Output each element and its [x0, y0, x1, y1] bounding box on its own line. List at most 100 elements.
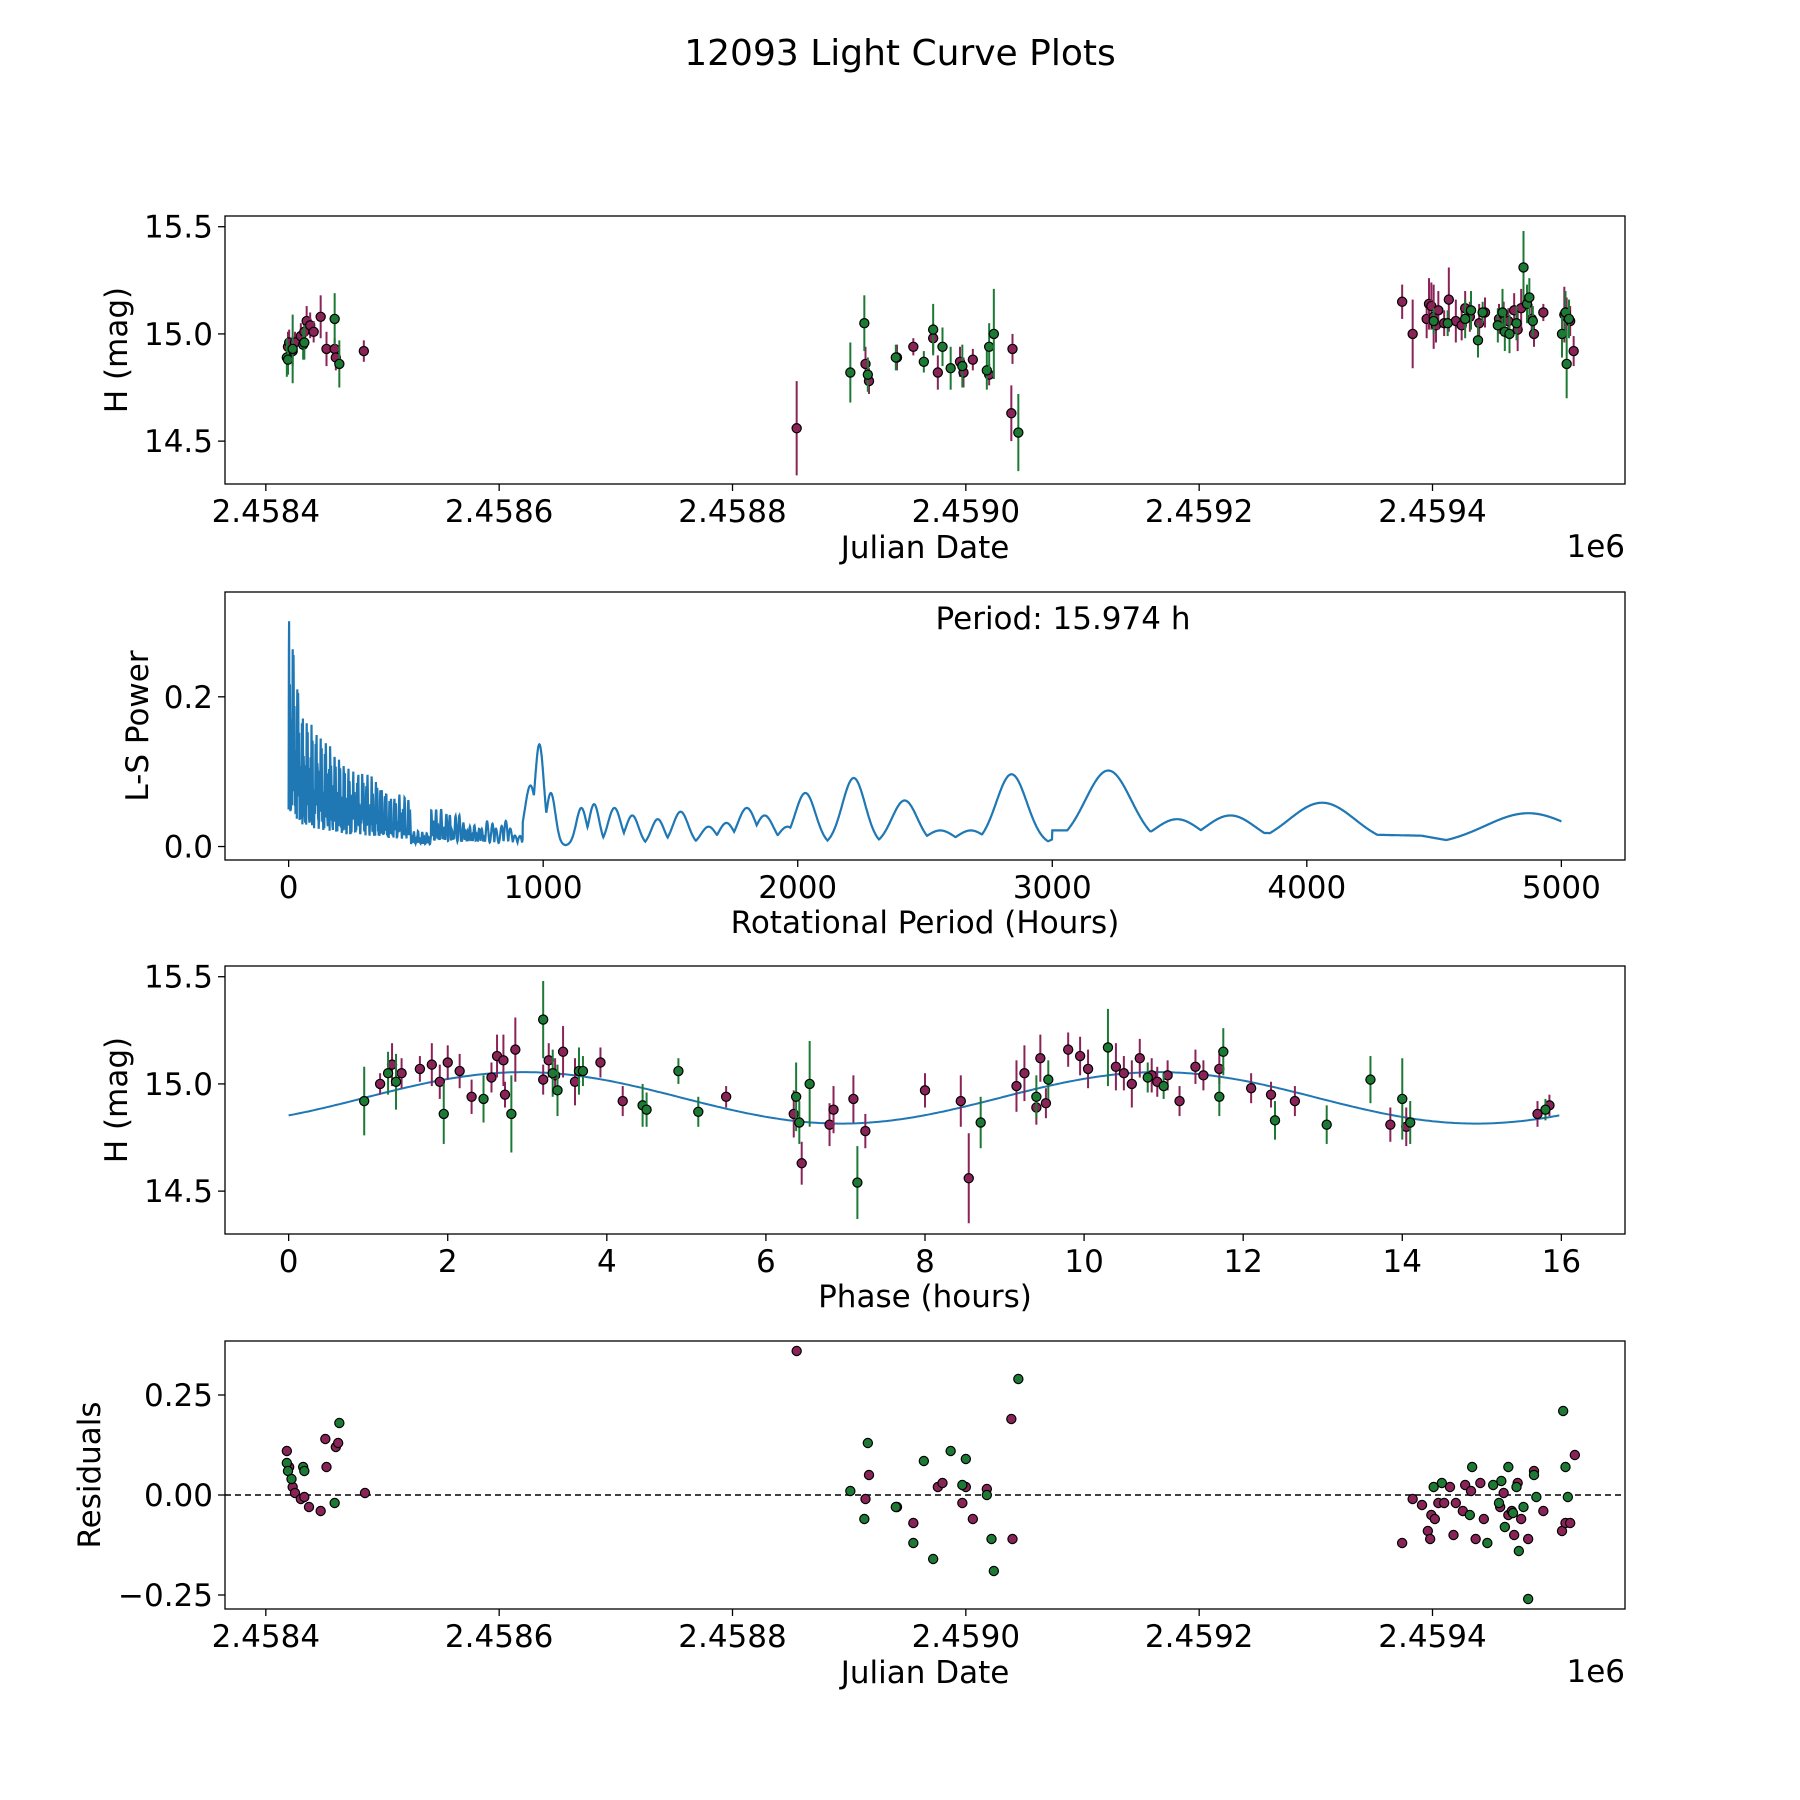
phase-point — [454, 1065, 465, 1077]
light-curve-point — [1528, 328, 1540, 340]
phase-point — [1118, 1067, 1130, 1079]
phase-point — [1062, 1044, 1074, 1055]
light-curve-point — [1428, 315, 1439, 327]
residuals-point — [359, 1487, 371, 1499]
phase-point — [426, 1059, 438, 1070]
phase-point — [1142, 1072, 1153, 1083]
residuals-point — [299, 1465, 310, 1477]
residuals-point — [1522, 1593, 1534, 1605]
light-curve-point — [890, 352, 902, 363]
residuals-xlabel: Julian Date — [839, 1655, 1010, 1691]
light-curve-axes-frame — [224, 215, 1626, 485]
periodogram-marks — [287, 621, 1562, 848]
residuals-point — [321, 1461, 332, 1473]
residuals-xtick-label: 2.4586 — [445, 1619, 553, 1655]
phase-point — [955, 1095, 966, 1107]
periodogram-line — [287, 621, 1562, 848]
phase-point — [442, 1057, 453, 1068]
phase-xtick-label: 10 — [1064, 1244, 1103, 1280]
phase-point — [852, 1177, 863, 1188]
residuals-point — [1528, 1469, 1540, 1481]
residuals-point — [1518, 1501, 1529, 1513]
residuals-point — [1560, 1461, 1571, 1473]
phase-point — [1074, 1050, 1086, 1062]
residuals-marks — [225, 1345, 1625, 1605]
light-curve-xlabel: Julian Date — [839, 530, 1010, 566]
residuals-point — [1569, 1449, 1581, 1461]
residuals-point — [1470, 1533, 1481, 1545]
periodogram-xtick-label: 4000 — [1267, 870, 1346, 906]
residuals-point — [334, 1417, 345, 1429]
phase-xlabel: Phase (hours) — [818, 1279, 1032, 1315]
residuals-xticks: 2.4584 2.4586 2.4588 2.4590 2.4592 2.4594 — [212, 1609, 1487, 1655]
phase-point — [848, 1093, 859, 1105]
light-curve-point — [1568, 345, 1579, 357]
light-curve-xtick-label: 2.4592 — [1145, 494, 1253, 530]
phase-point — [1540, 1104, 1551, 1115]
phase-point — [1385, 1119, 1396, 1130]
residuals-point — [927, 1553, 939, 1565]
residuals-point — [1007, 1533, 1018, 1545]
light-curve-point — [945, 363, 956, 374]
phase-point — [919, 1085, 931, 1096]
phase-point — [374, 1078, 386, 1090]
light-curve-point — [862, 369, 874, 380]
phase-point — [1102, 1042, 1114, 1053]
phase-point — [1011, 1080, 1022, 1092]
residuals-point — [332, 1437, 344, 1449]
residuals-point — [1013, 1373, 1024, 1385]
residuals-point — [1416, 1499, 1428, 1511]
light-curve-ytick-label: 14.5 — [144, 424, 213, 460]
light-curve-point — [315, 311, 326, 322]
phase-point — [506, 1108, 517, 1120]
phase-point — [557, 1046, 569, 1057]
phase-point — [382, 1067, 394, 1079]
phase-point — [510, 1044, 521, 1055]
light-curve-point — [1013, 427, 1024, 438]
residuals-point — [845, 1485, 856, 1497]
residuals-point — [1466, 1461, 1478, 1473]
residuals-offset-label: 1e6 — [1566, 1654, 1625, 1690]
residuals-xtick-label: 2.4588 — [678, 1619, 786, 1655]
light-curve-xtick-label: 2.4588 — [678, 494, 786, 530]
phase-point — [1031, 1091, 1042, 1102]
residuals-point — [1482, 1537, 1493, 1549]
phase-xtick-label: 12 — [1223, 1244, 1262, 1280]
residuals-point — [863, 1469, 875, 1481]
residuals-point — [860, 1493, 871, 1505]
phase-point — [1532, 1108, 1543, 1120]
phase-point — [1174, 1095, 1185, 1107]
phase-point — [963, 1173, 974, 1184]
light-curve-point — [1504, 328, 1515, 340]
light-curve-point — [957, 360, 968, 372]
light-curve-point — [287, 343, 298, 355]
residuals-point — [1496, 1475, 1507, 1487]
phase-point — [1289, 1095, 1301, 1107]
light-curve-point — [918, 356, 930, 367]
periodogram-xlabel: Rotational Period (Hours) — [731, 905, 1120, 941]
phase-point — [396, 1067, 407, 1079]
residuals-point — [1444, 1481, 1456, 1493]
phase-point — [498, 1055, 509, 1066]
light-curve-point — [1538, 307, 1549, 318]
phase-point — [617, 1095, 628, 1107]
phase-ylabel: H (mag) — [99, 1037, 135, 1163]
residuals-xtick-label: 2.4584 — [212, 1619, 320, 1655]
residuals-point — [286, 1473, 297, 1485]
residuals-point — [1507, 1507, 1519, 1519]
residuals-point — [908, 1537, 919, 1549]
residuals-point — [1511, 1481, 1522, 1493]
phase-ytick-label: 15.5 — [144, 960, 213, 996]
light-curve-point — [1472, 335, 1484, 346]
phase-point — [1082, 1063, 1094, 1075]
light-curve-ytick-label: 15.0 — [144, 317, 213, 353]
residuals-point — [945, 1445, 956, 1457]
residuals-point — [1478, 1513, 1490, 1525]
residuals-point — [315, 1505, 326, 1517]
residuals-point — [1498, 1487, 1509, 1499]
light-curve-marks — [281, 231, 1579, 476]
residuals-yticks: −0.25 0.00 0.25 — [118, 1378, 225, 1614]
phase-point — [537, 1074, 549, 1085]
light-curve-point — [1007, 343, 1018, 355]
residuals-point — [957, 1479, 968, 1491]
